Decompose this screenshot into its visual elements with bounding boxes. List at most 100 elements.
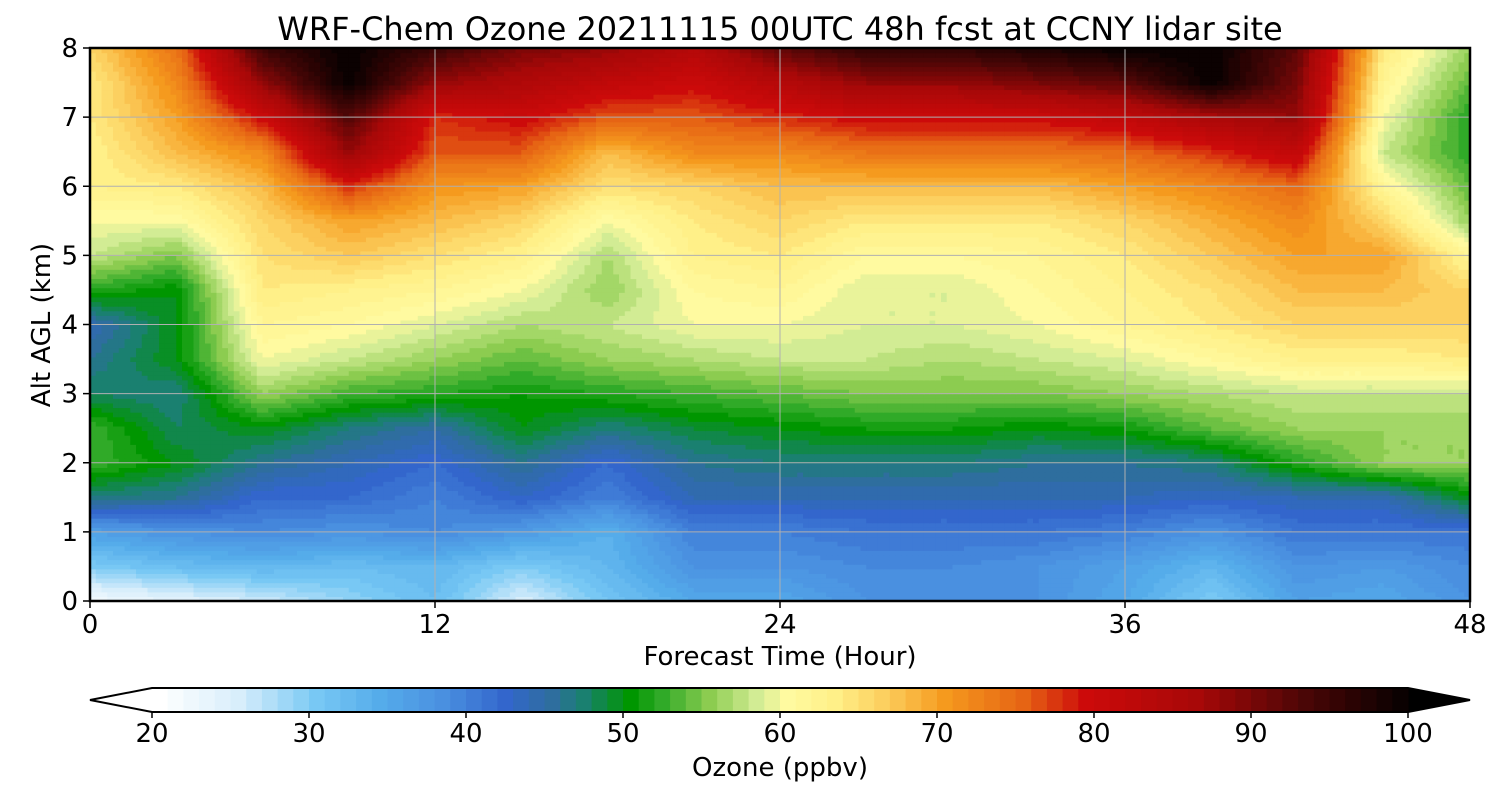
heatmap-cell: [705, 592, 711, 597]
heatmap-cell: [1326, 592, 1332, 597]
heatmap-cell: [401, 592, 407, 597]
heatmap-cell: [619, 587, 625, 592]
heatmap-cell: [533, 583, 539, 588]
heatmap-cell: [240, 583, 246, 588]
heatmap-cell: [1022, 583, 1028, 588]
heatmap-cell: [274, 592, 280, 597]
heatmap-cell: [567, 583, 573, 588]
heatmap-cell: [947, 583, 953, 588]
heatmap-cell: [878, 583, 884, 588]
heatmap-cell: [1349, 592, 1355, 597]
heatmap-cell: [1056, 583, 1062, 588]
heatmap-cell: [1114, 583, 1120, 588]
heatmap-cell: [1079, 592, 1085, 597]
heatmap-cell: [613, 583, 619, 588]
heatmap-cell: [199, 592, 205, 597]
heatmap-cell: [544, 583, 550, 588]
heatmap-cell: [1372, 592, 1378, 597]
heatmap-cell: [872, 587, 878, 592]
heatmap-cell: [470, 583, 476, 588]
heatmap-cell: [383, 583, 389, 588]
heatmap-cell: [378, 583, 384, 588]
heatmap-cell: [1027, 587, 1033, 592]
heatmap-cell: [700, 587, 706, 592]
heatmap-cell: [458, 592, 464, 597]
heatmap-cell: [395, 592, 401, 597]
heatmap-cell: [383, 592, 389, 597]
heatmap-cell: [763, 587, 769, 592]
heatmap-cell: [1039, 583, 1045, 588]
heatmap-cell: [142, 587, 148, 592]
heatmap-cell: [1108, 592, 1114, 597]
heatmap-cell: [389, 583, 395, 588]
heatmap-cell: [1102, 587, 1108, 592]
heatmap-cell: [412, 583, 418, 588]
heatmap-cell: [291, 583, 297, 588]
heatmap-cell: [1275, 587, 1281, 592]
heatmap-cell: [314, 592, 320, 597]
heatmap-cell: [481, 587, 487, 592]
heatmap-cell: [1022, 587, 1028, 592]
heatmap-cell: [700, 592, 706, 597]
heatmap-cell: [102, 587, 108, 592]
heatmap-cell: [953, 583, 959, 588]
heatmap-cell: [1016, 587, 1022, 592]
heatmap-cell: [268, 583, 274, 588]
heatmap-cell: [389, 587, 395, 592]
heatmap-cell: [1395, 592, 1401, 597]
heatmap-cell: [705, 583, 711, 588]
heatmap-cell: [1436, 592, 1442, 597]
heatmap-cell: [728, 583, 734, 588]
heatmap-cell: [153, 592, 159, 597]
heatmap-cell: [274, 587, 280, 592]
heatmap-cell: [562, 592, 568, 597]
heatmap-cell: [734, 583, 740, 588]
heatmap-cell: [654, 592, 660, 597]
heatmap-cell: [1045, 587, 1051, 592]
heatmap-cell: [1177, 587, 1183, 592]
heatmap-cell: [780, 583, 786, 588]
heatmap-cell: [659, 587, 665, 592]
heatmap-cell: [855, 587, 861, 592]
heatmap-cell: [1286, 583, 1292, 588]
heatmap-cell: [211, 592, 217, 597]
heatmap-cell: [746, 583, 752, 588]
heatmap-cell: [688, 592, 694, 597]
heatmap-cell: [987, 587, 993, 592]
heatmap-cell: [378, 592, 384, 597]
heatmap-cell: [1131, 592, 1137, 597]
heatmap-cell: [1194, 592, 1200, 597]
heatmap-cell: [406, 583, 412, 588]
heatmap-cell: [659, 583, 665, 588]
heatmap-cell: [1447, 592, 1453, 597]
heatmap-cell: [1390, 592, 1396, 597]
heatmap-cell: [395, 583, 401, 588]
heatmap-cell: [234, 587, 240, 592]
heatmap-cell: [1229, 587, 1235, 592]
heatmap-cell: [136, 592, 142, 597]
heatmap-cell: [326, 583, 332, 588]
heatmap-cell: [625, 587, 631, 592]
heatmap-cell: [130, 583, 136, 588]
heatmap-cell: [182, 583, 188, 588]
heatmap-cell: [527, 583, 533, 588]
heatmap-cell: [475, 583, 481, 588]
heatmap-cell: [251, 583, 257, 588]
heatmap-cell: [832, 592, 838, 597]
heatmap-cell: [556, 587, 562, 592]
heatmap-cell: [1401, 592, 1407, 597]
heatmap-cell: [1045, 592, 1051, 597]
heatmap-cell: [1275, 592, 1281, 597]
heatmap-cell: [1200, 583, 1206, 588]
heatmap-cell: [516, 592, 522, 597]
heatmap-cell: [1378, 592, 1384, 597]
heatmap-cell: [401, 583, 407, 588]
heatmap-cell: [550, 583, 556, 588]
heatmap-cell: [504, 592, 510, 597]
heatmap-cell: [803, 592, 809, 597]
heatmap-cell: [1286, 587, 1292, 592]
heatmap-cell: [263, 587, 269, 592]
heatmap-cell: [1309, 583, 1315, 588]
heatmap-cell: [1298, 592, 1304, 597]
heatmap-cell: [694, 592, 700, 597]
